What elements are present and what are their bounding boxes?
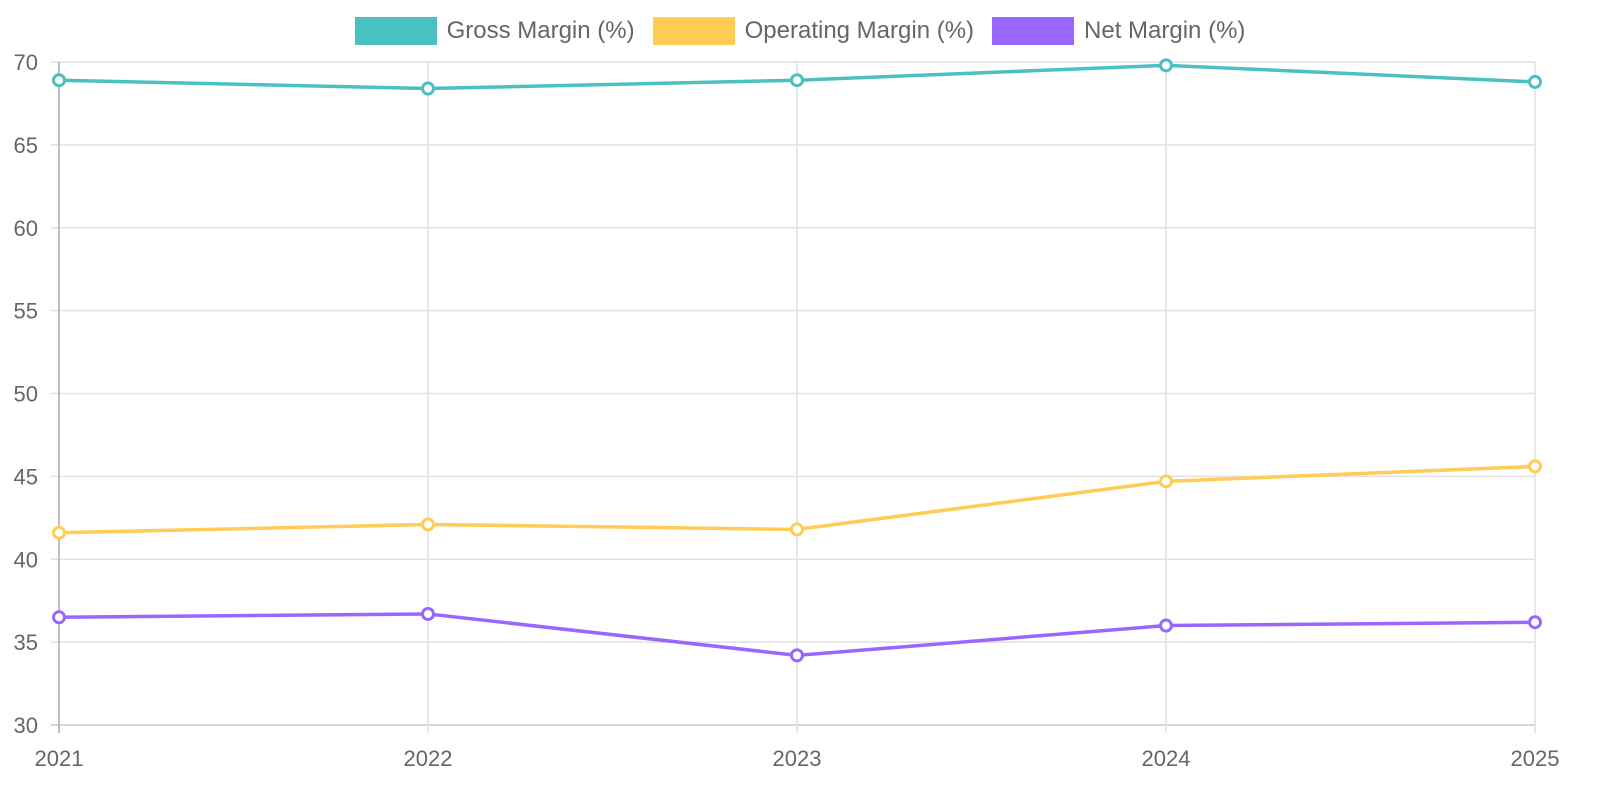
legend-swatch-gross [354, 17, 437, 45]
legend-item-operating-margin[interactable]: Operating Margin (%) [652, 17, 975, 45]
legend-label: Net Margin (%) [1084, 17, 1246, 44]
data-point [1528, 615, 1542, 630]
data-point [421, 81, 435, 96]
y-tick-label: 40 [14, 547, 38, 572]
legend-label: Gross Margin (%) [446, 17, 635, 44]
x-tick-label: 2021 [35, 746, 84, 771]
y-tick-label: 35 [14, 630, 38, 655]
y-tick-label: 45 [14, 464, 38, 489]
y-tick-label: 30 [14, 713, 38, 738]
data-point [52, 73, 66, 88]
data-point [790, 73, 804, 88]
y-tick-label: 50 [14, 382, 38, 407]
legend-swatch-net [992, 17, 1075, 45]
data-point [1159, 618, 1173, 633]
y-tick-label: 65 [14, 133, 38, 158]
data-point [421, 517, 435, 532]
x-tick-label: 2022 [404, 746, 453, 771]
data-point [790, 648, 804, 663]
data-point [1159, 58, 1173, 73]
legend-item-net-margin[interactable]: Net Margin (%) [992, 17, 1245, 45]
y-tick-label: 60 [14, 216, 38, 241]
data-point [421, 606, 435, 621]
x-tick-label: 2024 [1142, 746, 1191, 771]
data-point [790, 522, 804, 537]
data-point [1528, 74, 1542, 89]
y-tick-label: 55 [14, 299, 38, 324]
data-point [1159, 474, 1173, 489]
y-tick-label: 70 [14, 50, 38, 75]
data-point [52, 525, 66, 540]
data-point [52, 610, 66, 625]
chart-legend: Gross Margin (%) Operating Margin (%) Ne… [0, 17, 1600, 45]
legend-swatch-operating [652, 17, 735, 45]
legend-item-gross-margin[interactable]: Gross Margin (%) [354, 17, 635, 45]
data-point [1528, 459, 1542, 474]
legend-label: Operating Margin (%) [744, 17, 975, 44]
x-tick-label: 2025 [1511, 746, 1560, 771]
x-tick-label: 2023 [773, 746, 822, 771]
